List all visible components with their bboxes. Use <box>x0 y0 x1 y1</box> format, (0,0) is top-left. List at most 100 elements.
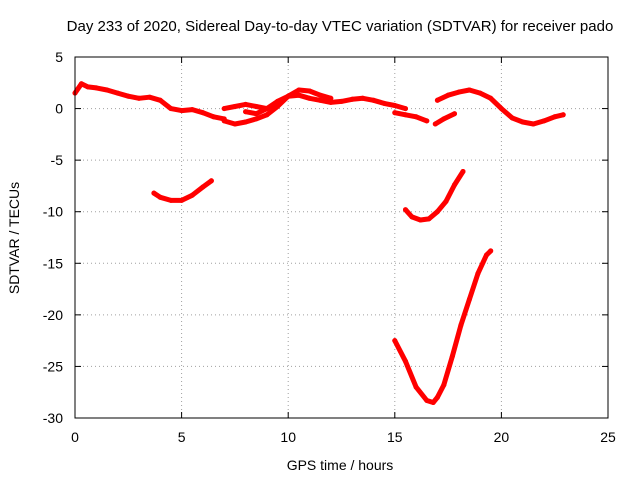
data-point <box>189 192 195 198</box>
data-point <box>200 110 206 116</box>
data-point <box>488 95 494 101</box>
data-series <box>72 81 566 405</box>
data-point <box>475 271 481 277</box>
data-point <box>211 114 217 120</box>
data-point <box>221 118 227 124</box>
series-line-arc-top-4 <box>243 92 408 117</box>
data-point <box>484 252 489 258</box>
y-tick-label: 5 <box>55 49 63 65</box>
data-point <box>432 121 438 127</box>
y-tick-label: -20 <box>43 307 63 323</box>
data-point <box>552 114 558 120</box>
data-point <box>392 338 398 344</box>
x-tick-label: 20 <box>494 429 510 445</box>
data-point <box>243 119 249 125</box>
data-point <box>151 190 157 196</box>
y-axis-label: SDTVAR / TECUs <box>6 182 22 294</box>
data-point <box>179 197 185 203</box>
data-point <box>413 114 419 120</box>
data-point <box>253 111 259 117</box>
data-point <box>403 358 408 364</box>
data-point <box>360 95 366 101</box>
data-point <box>371 97 376 103</box>
data-point <box>541 118 547 124</box>
data-point <box>78 81 84 87</box>
data-point <box>477 90 483 96</box>
data-point <box>449 353 455 359</box>
y-tick-label: -25 <box>43 358 63 374</box>
data-point <box>307 88 312 94</box>
data-point <box>424 118 430 124</box>
data-point <box>307 95 312 101</box>
y-tick-label: -10 <box>43 204 63 220</box>
data-point <box>392 103 398 108</box>
data-point <box>221 106 227 112</box>
series-line-arc-top-5 <box>392 110 430 124</box>
axis-ticks: 0 5 10 15 20 25 5 0 -5 -10 -15 -20 -25 -30 <box>43 49 616 445</box>
data-point <box>200 184 206 190</box>
data-point <box>456 89 462 95</box>
x-tick-label: 25 <box>600 429 616 445</box>
data-point <box>189 107 195 113</box>
series-line-arc-top-1 <box>72 81 227 122</box>
data-point <box>104 87 110 93</box>
data-point <box>328 99 334 105</box>
data-point <box>115 90 121 96</box>
data-point <box>208 178 214 184</box>
data-point <box>296 87 302 93</box>
data-point <box>426 216 432 222</box>
data-point <box>452 182 457 188</box>
data-point <box>488 248 494 254</box>
data-point <box>328 95 334 101</box>
data-point <box>168 197 174 203</box>
data-point <box>232 121 238 127</box>
data-point <box>434 209 440 215</box>
data-point <box>381 100 387 106</box>
data-point <box>430 400 436 405</box>
data-point <box>349 96 355 102</box>
data-point <box>275 98 280 104</box>
data-point <box>403 207 408 213</box>
data-point <box>498 106 504 112</box>
data-point <box>443 198 449 204</box>
data-point <box>424 398 430 403</box>
data-point <box>403 112 408 118</box>
data-point <box>339 98 344 104</box>
chart-title: Day 233 of 2020, Sidereal Day-to-day VTE… <box>67 18 614 35</box>
data-point <box>243 101 249 107</box>
data-point <box>157 97 163 103</box>
data-point <box>509 115 515 121</box>
data-point <box>125 93 131 99</box>
data-point <box>317 92 323 98</box>
y-tick-label: -5 <box>51 152 64 168</box>
data-point <box>466 296 472 302</box>
data-point <box>168 106 174 112</box>
plot-frame <box>74 56 609 419</box>
data-point <box>530 121 536 127</box>
data-point <box>441 116 447 122</box>
data-point <box>243 109 249 115</box>
data-point <box>445 92 451 98</box>
data-point <box>403 106 408 112</box>
data-point <box>392 110 398 116</box>
data-point <box>136 95 142 101</box>
data-point <box>452 111 457 117</box>
data-point <box>434 394 440 400</box>
x-tick-label: 15 <box>387 429 403 445</box>
data-point <box>560 112 566 118</box>
data-point <box>253 104 259 109</box>
data-point <box>85 84 91 90</box>
data-point <box>296 92 302 98</box>
y-tick-label: -30 <box>43 410 63 426</box>
data-point <box>253 116 259 122</box>
data-point <box>458 322 464 328</box>
data-point <box>317 97 323 103</box>
data-point <box>232 104 238 109</box>
data-point <box>264 112 270 118</box>
y-tick-label: -15 <box>43 255 63 271</box>
grid-lines <box>75 57 608 418</box>
data-point <box>93 85 99 91</box>
data-point <box>409 214 415 220</box>
